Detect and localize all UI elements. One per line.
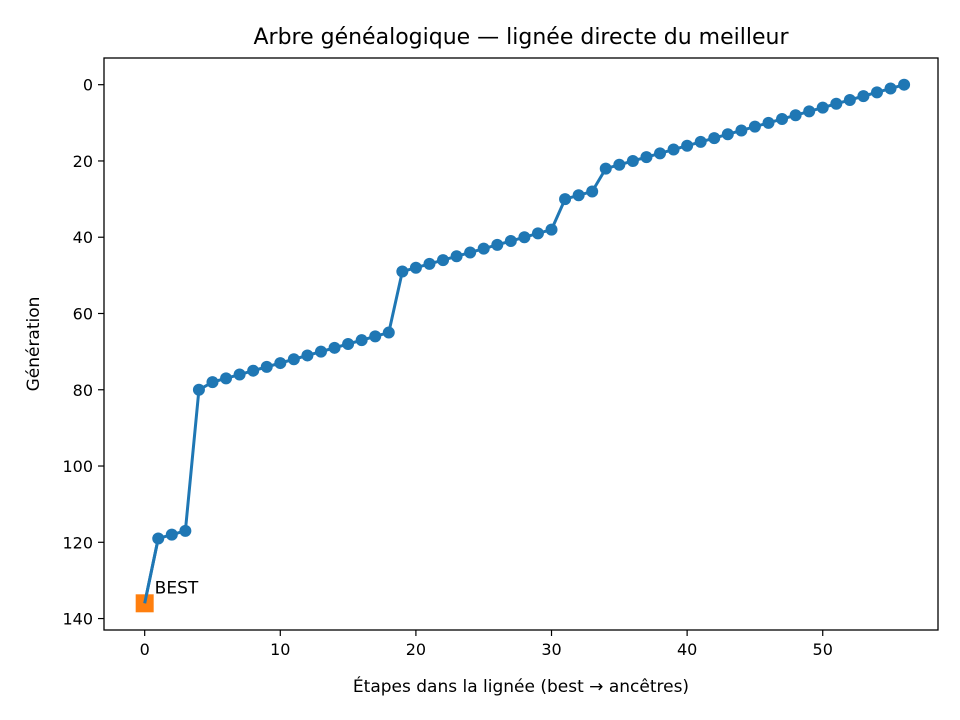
data-point	[491, 238, 504, 251]
x-axis-label: Étapes dans la lignée (best → ancêtres)	[353, 675, 689, 697]
data-point	[423, 257, 436, 270]
x-tick-label: 50	[813, 640, 833, 659]
data-point	[694, 135, 707, 148]
data-point	[776, 113, 789, 126]
data-point	[572, 189, 585, 202]
data-point	[247, 364, 260, 377]
data-point	[314, 345, 327, 358]
x-tick-label: 40	[677, 640, 697, 659]
data-point	[762, 116, 775, 129]
y-tick-label: 100	[62, 457, 93, 476]
plot-frame	[103, 57, 939, 631]
data-point	[681, 139, 694, 152]
data-point	[464, 246, 477, 259]
best-annotation: BEST	[155, 578, 199, 598]
data-point	[613, 158, 626, 171]
data-point	[816, 101, 829, 114]
data-point	[192, 383, 205, 396]
series-line-segment	[143, 538, 160, 604]
data-point	[789, 109, 802, 122]
data-point	[735, 124, 748, 137]
y-tick-label: 40	[73, 228, 93, 247]
y-tick-label: 80	[73, 381, 93, 400]
data-point	[409, 261, 422, 274]
y-tick-label: 20	[73, 152, 93, 171]
y-tick-label: 0	[83, 76, 93, 95]
data-point	[559, 193, 572, 206]
x-tick-label: 20	[406, 640, 426, 659]
data-point	[206, 376, 219, 389]
data-point	[870, 86, 883, 99]
y-axis-label: Génération	[24, 297, 44, 392]
data-point	[748, 120, 761, 133]
data-point	[233, 368, 246, 381]
x-tick-label: 30	[541, 640, 561, 659]
data-point	[220, 372, 233, 385]
data-point	[165, 528, 178, 541]
data-point	[260, 360, 273, 373]
data-point	[586, 185, 599, 198]
series-line	[143, 83, 905, 604]
data-point	[667, 143, 680, 156]
data-point	[545, 223, 558, 236]
data-point	[654, 147, 666, 160]
data-point	[803, 105, 816, 118]
y-tick-label: 140	[62, 610, 93, 629]
data-point	[721, 128, 734, 141]
data-point	[369, 330, 382, 343]
data-point	[830, 97, 843, 110]
x-axis: 0 10 20 30 40 50	[140, 630, 833, 659]
data-point	[477, 242, 490, 255]
data-point	[626, 154, 639, 167]
chart-title: Arbre généalogique — lignée directe du m…	[253, 25, 789, 50]
data-point	[328, 341, 341, 354]
data-point	[518, 231, 531, 244]
data-point	[382, 326, 395, 339]
x-tick-label: 0	[140, 640, 150, 659]
x-tick-label: 10	[270, 640, 290, 659]
y-axis: 0 20 40 60 80 100 120 140	[62, 76, 104, 629]
data-point	[274, 357, 287, 370]
data-point	[857, 90, 870, 103]
data-point	[531, 227, 544, 240]
series-layer: BEST	[135, 78, 911, 613]
data-point	[708, 132, 721, 145]
data-point	[179, 524, 192, 537]
data-point	[599, 162, 612, 175]
data-point	[301, 349, 314, 362]
data-point	[437, 254, 450, 267]
data-point	[396, 265, 409, 278]
y-tick-label: 60	[73, 304, 93, 323]
data-point	[504, 235, 517, 248]
data-point	[342, 338, 355, 350]
y-tick-label: 120	[62, 533, 93, 552]
data-point	[450, 250, 463, 263]
data-point	[287, 353, 300, 366]
data-point	[898, 78, 911, 91]
data-point	[843, 93, 856, 106]
data-point	[355, 334, 368, 347]
data-point	[640, 151, 653, 164]
data-point	[884, 82, 897, 95]
